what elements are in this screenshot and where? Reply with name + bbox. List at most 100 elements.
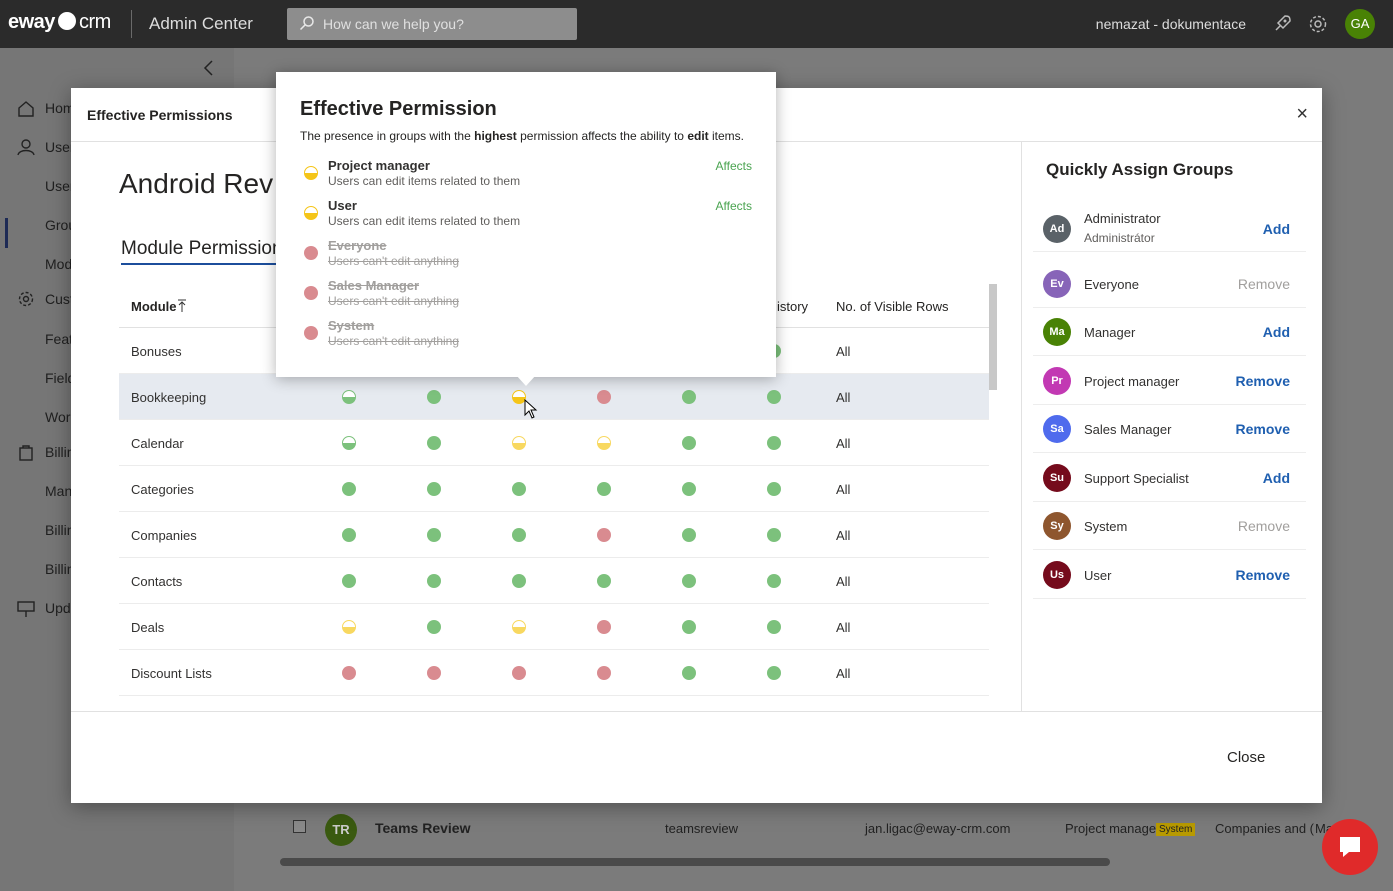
table-row[interactable]: Calendar All [119,420,989,466]
remove-group-button[interactable]: Remove [1235,372,1290,389]
chat-icon [1340,837,1360,857]
permission-indicator-icon[interactable] [342,574,356,588]
permission-indicator-icon[interactable] [597,390,611,404]
permission-indicator-icon[interactable] [767,666,781,680]
column-header-history[interactable]: istory [777,299,809,314]
sidebar-item-modules[interactable]: Mod [45,256,73,272]
permission-indicator-icon [304,166,318,180]
table-row[interactable]: Companies All [119,512,989,558]
rocket-icon[interactable] [1271,13,1293,35]
tab-module-permissions[interactable]: Module Permissions [121,238,281,265]
remove-group-button[interactable]: Remove [1235,566,1290,583]
permission-indicator-icon[interactable] [682,436,696,450]
permission-indicator-icon[interactable] [597,620,611,634]
add-group-button[interactable]: Add [1262,324,1290,340]
permission-indicator-icon[interactable] [427,528,441,542]
gear-icon [18,291,34,307]
add-group-button[interactable]: Add [1262,221,1290,237]
permission-indicator-icon[interactable] [767,528,781,542]
permission-indicator-icon[interactable] [512,482,526,496]
sidebar-item-users-sub[interactable]: User [45,178,75,194]
permission-indicator-icon[interactable] [342,436,356,450]
sort-ascending-icon[interactable] [177,299,187,313]
table-row[interactable]: Bookkeeping All [119,374,989,420]
table-row[interactable]: Discount Lists All [119,650,989,696]
sidebar-item-billing-2[interactable]: Billin [45,522,75,538]
permission-indicator-icon[interactable] [512,666,526,680]
permission-indicator-icon[interactable] [767,620,781,634]
permission-indicator-icon[interactable] [682,666,696,680]
table-row[interactable]: Deals All [119,604,989,650]
row-name[interactable]: Teams Review [375,820,471,836]
gear-icon[interactable] [1307,13,1329,35]
tooltip-group-entry: User Users can edit items related to them… [300,198,752,232]
table-row[interactable]: Categories All [119,466,989,512]
sidebar-item-fields[interactable]: Field [45,370,76,386]
remove-group-button[interactable]: Remove [1235,421,1290,437]
chevron-left-icon[interactable] [201,60,217,76]
sidebar-item-updates[interactable]: Upd [45,600,71,616]
sidebar-item-billing-3[interactable]: Billin [45,561,75,577]
permission-indicator-icon[interactable] [342,482,356,496]
permission-indicator-icon[interactable] [427,574,441,588]
table-scrollbar[interactable] [989,284,997,390]
permission-indicator-icon[interactable] [682,528,696,542]
add-group-button[interactable]: Add [1262,469,1290,486]
user-avatar[interactable]: GA [1345,9,1375,39]
permission-indicator-icon[interactable] [512,528,526,542]
group-avatar: Ev [1043,269,1071,298]
permission-indicator-icon[interactable] [342,390,356,404]
close-icon[interactable]: × [1296,103,1308,125]
table-row[interactable]: Contacts All [119,558,989,604]
tenant-name[interactable]: nemazat - dokumentace [1095,16,1246,32]
sidebar-item-billing[interactable]: Billin [45,444,75,460]
sidebar-item-manage[interactable]: Man [45,483,73,499]
permission-indicator-icon[interactable] [767,574,781,588]
sidebar-item-features[interactable]: Feat [45,331,74,347]
column-header-visible-rows[interactable]: No. of Visible Rows [836,299,949,314]
close-button[interactable]: Close [1227,749,1266,766]
chat-button[interactable] [1322,819,1378,875]
eway-logo[interactable]: eway crm [8,11,111,33]
permission-indicator-icon[interactable] [512,574,526,588]
permission-indicator-icon[interactable] [427,390,441,404]
permission-indicator-icon[interactable] [597,528,611,542]
permission-indicator-icon[interactable] [767,390,781,404]
sidebar-item-users[interactable]: User [45,139,75,155]
permission-indicator-icon[interactable] [682,620,696,634]
permission-indicator-icon[interactable] [682,482,696,496]
permission-indicator-icon[interactable] [427,620,441,634]
visible-rows-value: All [836,390,851,405]
permission-indicator-icon[interactable] [682,390,696,404]
permission-indicator-icon[interactable] [597,482,611,496]
active-indicator [5,218,8,248]
group-name: Project manager [1084,373,1180,389]
permission-indicator-icon[interactable] [682,574,696,588]
permission-indicator-icon[interactable] [597,436,611,450]
permission-indicator-icon[interactable] [427,436,441,450]
sidebar-item-home[interactable]: Hom [45,100,75,116]
permission-indicator-icon[interactable] [427,666,441,680]
permission-indicator-icon[interactable] [342,528,356,542]
permission-indicator-icon[interactable] [512,390,526,404]
permission-indicator-icon[interactable] [767,482,781,496]
sidebar-item-customizations[interactable]: Cust [45,291,74,307]
group-row: Pr Project manager Remove [1033,357,1306,405]
permission-indicator-icon[interactable] [342,666,356,680]
horizontal-scrollbar[interactable] [280,858,1110,866]
permission-indicator-icon[interactable] [597,666,611,680]
column-header-module[interactable]: Module [131,299,177,314]
sidebar-item-workflow[interactable]: Wor [45,409,71,425]
row-checkbox[interactable] [293,820,306,833]
sidebar-item-groups[interactable]: Grou [45,217,77,233]
permission-indicator-icon[interactable] [512,436,526,450]
permission-indicator-icon[interactable] [427,482,441,496]
permission-indicator-icon[interactable] [597,574,611,588]
permission-indicator-icon[interactable] [342,620,356,634]
permission-indicator-icon[interactable] [512,620,526,634]
group-name: System [1084,519,1128,534]
permission-indicator-icon[interactable] [767,436,781,450]
row-modules: Companies and ( [1215,821,1314,836]
search-input[interactable]: How can we help you? [287,8,577,40]
affects-label: Affects [715,199,752,213]
